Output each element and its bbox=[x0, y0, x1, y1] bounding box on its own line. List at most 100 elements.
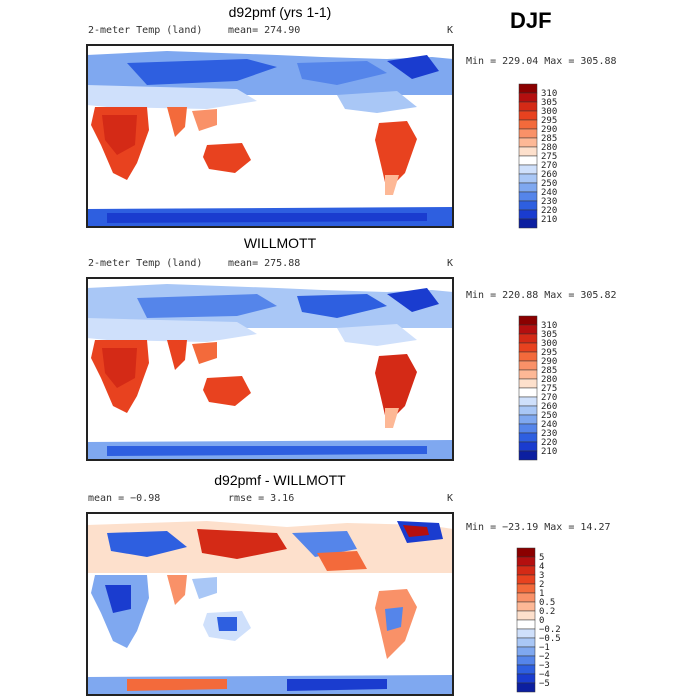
colorbar-tick-label: 305 bbox=[541, 98, 557, 108]
colorbar-swatch bbox=[518, 128, 538, 139]
panel1-colorbar: 310 305 300 295 290 285 280 275 270 260 250 240 230 2… bbox=[516, 82, 576, 230]
colorbar-swatch bbox=[518, 387, 538, 398]
colorbar-swatch bbox=[518, 101, 538, 112]
colorbar-tick-label: 3 bbox=[539, 571, 544, 581]
colorbar-swatch bbox=[518, 83, 538, 94]
panel1-field bbox=[87, 51, 453, 227]
colorbar-tick-label: 285 bbox=[541, 366, 557, 376]
colorbar-swatch bbox=[518, 423, 538, 434]
colorbar-tick-label: 220 bbox=[541, 438, 557, 448]
colorbar-swatch bbox=[518, 110, 538, 121]
colorbar-swatch bbox=[518, 405, 538, 416]
colorbar-tick-label: 210 bbox=[541, 447, 557, 457]
panel2-map bbox=[86, 277, 454, 461]
panel3-field bbox=[87, 521, 453, 695]
panel1-range: Min = 229.04 Max = 305.88 bbox=[466, 56, 617, 67]
colorbar-swatch bbox=[516, 592, 536, 603]
colorbar-swatch bbox=[516, 628, 536, 639]
colorbar-swatch bbox=[518, 432, 538, 443]
colorbar-swatch bbox=[516, 655, 536, 666]
colorbar-tick-label: 240 bbox=[541, 188, 557, 198]
colorbar-tick-label: 310 bbox=[541, 89, 557, 99]
colorbar-swatch bbox=[516, 556, 536, 567]
colorbar-swatch bbox=[518, 119, 538, 130]
colorbar-tick-label: 230 bbox=[541, 429, 557, 439]
colorbar-swatch bbox=[518, 182, 538, 193]
colorbar-tick-label: 270 bbox=[541, 161, 557, 171]
colorbar-swatch bbox=[516, 547, 536, 558]
colorbar-swatch bbox=[516, 565, 536, 576]
colorbar-tick-label: −1 bbox=[539, 643, 550, 653]
colorbar-swatch bbox=[518, 173, 538, 184]
panel3-title: d92pmf - WILLMOTT bbox=[214, 472, 346, 488]
colorbar-swatch bbox=[518, 209, 538, 220]
colorbar-tick-label: 290 bbox=[541, 357, 557, 367]
panel2-map-svg bbox=[87, 278, 453, 460]
colorbar-tick-label: 4 bbox=[539, 562, 544, 572]
colorbar-swatch bbox=[518, 164, 538, 175]
colorbar-tick-label: 275 bbox=[541, 152, 557, 162]
colorbar-swatch bbox=[518, 155, 538, 166]
colorbar-tick-label: 285 bbox=[541, 134, 557, 144]
colorbar-swatch bbox=[518, 324, 538, 335]
colorbar-tick-label: 280 bbox=[541, 143, 557, 153]
panel1-units: K bbox=[447, 25, 454, 36]
colorbar-swatch bbox=[518, 414, 538, 425]
colorbar-swatch bbox=[518, 351, 538, 362]
colorbar-swatch bbox=[516, 619, 536, 630]
colorbar-swatch bbox=[518, 360, 538, 371]
colorbar-tick-label: 260 bbox=[541, 402, 557, 412]
panel2-units: K bbox=[447, 258, 454, 269]
colorbar-swatch bbox=[516, 583, 536, 594]
panel2-field bbox=[87, 284, 453, 460]
colorbar-swatch bbox=[516, 646, 536, 657]
colorbar-swatch bbox=[516, 664, 536, 675]
colorbar-tick-label: 0.2 bbox=[539, 607, 555, 617]
colorbar-tick-label: −4 bbox=[539, 670, 550, 680]
colorbar-tick-label: 2 bbox=[539, 580, 544, 590]
panel3-rmse: rmse = 3.16 bbox=[228, 493, 295, 504]
colorbar-swatch bbox=[516, 574, 536, 585]
panel1-title: d92pmf (yrs 1-1) bbox=[228, 4, 332, 20]
colorbar-swatch bbox=[518, 396, 538, 407]
panel1-mean: mean= 274.90 bbox=[228, 25, 301, 36]
colorbar-tick-label: −0.5 bbox=[539, 634, 561, 644]
colorbar-swatch bbox=[518, 342, 538, 353]
colorbar-swatch bbox=[518, 441, 538, 452]
panel2-range: Min = 220.88 Max = 305.82 bbox=[466, 290, 617, 301]
colorbar-swatch bbox=[516, 610, 536, 621]
colorbar-tick-label: 295 bbox=[541, 116, 557, 126]
panel2-mean: mean= 275.88 bbox=[228, 258, 301, 269]
panel3-units: K bbox=[447, 493, 454, 504]
colorbar-swatch bbox=[518, 333, 538, 344]
panel1-map bbox=[86, 44, 454, 228]
season-label: DJF bbox=[510, 8, 552, 33]
colorbar-tick-label: 270 bbox=[541, 393, 557, 403]
colorbar-tick-label: 250 bbox=[541, 179, 557, 189]
panel3-map-svg bbox=[87, 513, 453, 695]
colorbar-tick-label: −3 bbox=[539, 661, 550, 671]
colorbar-tick-label: 300 bbox=[541, 339, 557, 349]
panel3-map bbox=[86, 512, 454, 696]
colorbar-tick-label: 210 bbox=[541, 215, 557, 225]
panel3-range: Min = −23.19 Max = 14.27 bbox=[466, 522, 611, 533]
colorbar-swatch bbox=[518, 369, 538, 380]
colorbar-tick-label: 240 bbox=[541, 420, 557, 430]
colorbar-swatch bbox=[518, 146, 538, 157]
colorbar-swatch bbox=[516, 673, 536, 684]
colorbar-swatch bbox=[518, 315, 538, 326]
colorbar-tick-label: 295 bbox=[541, 348, 557, 358]
panel3-colorbar: 5 4 3 2 1 0.5 0.2 0 −0.2 −0.5 −1 −2 −3 −4 −5 bbox=[514, 546, 578, 694]
colorbar-swatch bbox=[518, 450, 538, 461]
panel2-colorbar: 310 305 300 295 290 285 280 275 270 260 250 240 230 2… bbox=[516, 314, 576, 462]
colorbar-tick-label: 260 bbox=[541, 170, 557, 180]
colorbar-swatch bbox=[518, 92, 538, 103]
colorbar-tick-label: 275 bbox=[541, 384, 557, 394]
colorbar-tick-label: 300 bbox=[541, 107, 557, 117]
colorbar-swatch bbox=[518, 200, 538, 211]
colorbar-swatch bbox=[518, 137, 538, 148]
colorbar-swatch bbox=[518, 191, 538, 202]
colorbar-tick-label: −2 bbox=[539, 652, 550, 662]
colorbar-tick-label: 230 bbox=[541, 197, 557, 207]
